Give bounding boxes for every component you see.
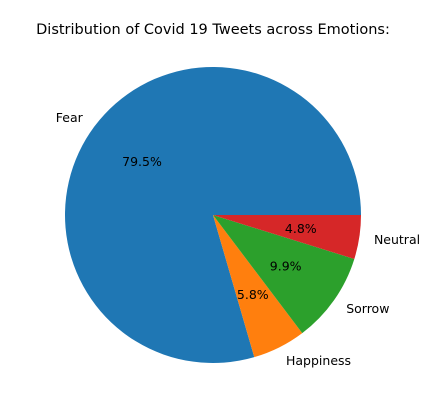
- slice-label-sorrow: Sorrow: [346, 301, 389, 316]
- slice-percent-sorrow: 9.9%: [270, 259, 302, 274]
- slice-percent-fear: 79.5%: [122, 154, 162, 169]
- slice-label-neutral: Neutral: [374, 232, 420, 247]
- chart-title: Distribution of Covid 19 Tweets across E…: [36, 22, 390, 38]
- slice-label-happiness: Happiness: [286, 353, 351, 368]
- slice-percent-neutral: 4.8%: [285, 221, 317, 236]
- slice-label-fear: Fear: [56, 110, 84, 125]
- pie-slices: [65, 67, 361, 363]
- slice-percent-happiness: 5.8%: [237, 287, 269, 302]
